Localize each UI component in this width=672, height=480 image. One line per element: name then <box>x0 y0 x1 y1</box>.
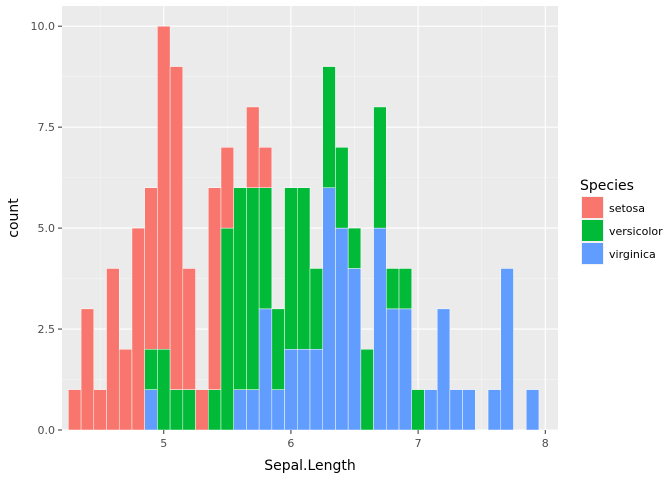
legend: Species setosa versicolor virginica <box>580 178 663 265</box>
bar-virginica <box>487 389 502 431</box>
legend-label-virginica: virginica <box>609 248 656 261</box>
bar-virginica <box>322 187 336 431</box>
bar-virginica <box>500 268 514 431</box>
y-axis-title: count <box>6 198 22 238</box>
bar-versicolor <box>398 268 412 310</box>
bar-versicolor <box>284 187 298 350</box>
bar-virginica <box>347 268 362 431</box>
bars-group <box>68 25 540 431</box>
bar-virginica <box>309 348 323 431</box>
bar-setosa <box>118 348 133 431</box>
y-tick-label: 2.5 <box>38 323 56 336</box>
bar-versicolor <box>309 268 323 350</box>
bar-versicolor <box>208 389 222 431</box>
bar-virginica <box>424 389 438 431</box>
legend-swatch-virginica <box>582 243 603 264</box>
y-tick-label: 10.0 <box>31 20 56 33</box>
legend-swatch-setosa <box>582 197 603 218</box>
bar-virginica <box>335 227 349 431</box>
legend-label-setosa: setosa <box>609 202 645 215</box>
y-tick-label: 5.0 <box>38 222 56 235</box>
bar-versicolor <box>246 187 260 390</box>
x-tick-label: 5 <box>160 437 167 450</box>
y-axis: 0.0 2.5 5.0 7.5 10.0 <box>31 20 62 437</box>
bar-setosa <box>144 187 158 350</box>
bar-setosa <box>220 147 234 229</box>
bar-virginica <box>525 389 540 431</box>
x-axis-title: Sepal.Length <box>264 458 356 474</box>
bar-virginica <box>271 389 285 431</box>
bar-virginica <box>398 308 412 431</box>
bar-virginica <box>462 389 476 431</box>
bar-versicolor <box>322 66 336 188</box>
bar-setosa <box>131 227 145 431</box>
bar-virginica <box>297 348 311 431</box>
bar-setosa <box>208 187 222 390</box>
bar-virginica <box>449 389 463 431</box>
bar-setosa <box>169 66 184 390</box>
bar-setosa <box>106 268 120 431</box>
bar-versicolor <box>271 308 285 390</box>
bar-versicolor <box>373 106 387 229</box>
bar-versicolor <box>169 389 184 431</box>
bar-setosa <box>157 25 171 350</box>
bar-versicolor <box>233 187 247 390</box>
bar-versicolor <box>258 187 273 310</box>
bar-versicolor <box>297 187 311 350</box>
bar-virginica <box>233 389 247 431</box>
bar-virginica <box>373 227 387 431</box>
bar-virginica <box>144 389 158 431</box>
bar-virginica <box>246 389 260 431</box>
bar-setosa <box>93 389 107 431</box>
legend-swatch-versicolor <box>582 220 603 241</box>
bar-virginica <box>284 348 298 431</box>
y-tick-label: 7.5 <box>38 121 56 134</box>
x-tick-label: 6 <box>287 437 294 450</box>
bar-versicolor <box>347 227 362 269</box>
bar-versicolor <box>182 389 196 431</box>
bar-setosa <box>246 106 260 188</box>
x-tick-label: 8 <box>542 437 549 450</box>
bar-setosa <box>258 147 273 188</box>
bar-virginica <box>258 308 273 431</box>
legend-label-versicolor: versicolor <box>609 225 663 238</box>
bar-versicolor <box>157 348 171 431</box>
bar-setosa <box>80 308 95 431</box>
y-tick-label: 0.0 <box>38 424 56 437</box>
x-axis: 5 6 7 8 <box>160 430 549 450</box>
bar-versicolor <box>144 348 158 390</box>
legend-title: Species <box>580 178 634 194</box>
bar-versicolor <box>220 227 234 431</box>
bar-versicolor <box>411 389 425 431</box>
bar-versicolor <box>386 268 400 310</box>
bar-setosa <box>68 389 82 431</box>
bar-versicolor <box>360 348 374 431</box>
bar-virginica <box>386 308 400 431</box>
bar-setosa <box>195 389 209 431</box>
bar-virginica <box>436 308 451 431</box>
bar-versicolor <box>335 147 349 229</box>
x-tick-label: 7 <box>415 437 422 450</box>
bar-setosa <box>182 268 196 390</box>
